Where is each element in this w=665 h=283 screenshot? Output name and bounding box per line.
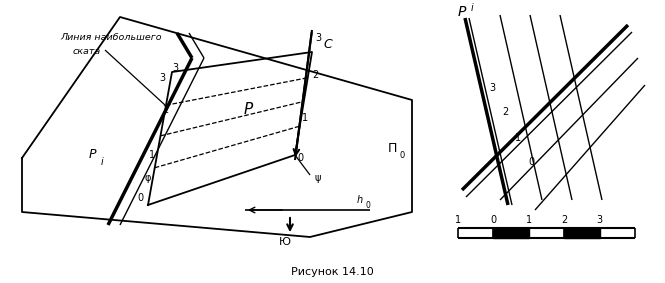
- Text: P: P: [243, 102, 253, 117]
- Text: 1: 1: [149, 150, 155, 160]
- Polygon shape: [564, 228, 600, 238]
- Text: h: h: [357, 195, 363, 205]
- Text: P: P: [458, 5, 466, 19]
- Text: Рисунок 14.10: Рисунок 14.10: [291, 267, 373, 277]
- Text: 2: 2: [561, 215, 567, 225]
- Text: C: C: [324, 38, 332, 52]
- Text: 0: 0: [297, 153, 303, 163]
- Text: ψ: ψ: [315, 173, 321, 183]
- Text: 1: 1: [302, 113, 308, 123]
- Text: 2: 2: [162, 105, 168, 115]
- Text: φ: φ: [145, 173, 151, 183]
- Text: 0: 0: [137, 193, 143, 203]
- Text: 3: 3: [315, 33, 321, 43]
- Text: 1: 1: [526, 215, 532, 225]
- Text: 2: 2: [312, 70, 318, 80]
- Text: Ю: Ю: [279, 237, 291, 247]
- Text: 0: 0: [366, 200, 370, 209]
- Text: П: П: [387, 142, 397, 155]
- Text: 3: 3: [489, 83, 495, 93]
- Text: 1: 1: [515, 133, 521, 143]
- Text: P: P: [88, 149, 96, 162]
- Text: 3: 3: [172, 63, 178, 73]
- Text: i: i: [471, 3, 473, 13]
- Text: 3: 3: [159, 73, 165, 83]
- Text: 0: 0: [400, 151, 404, 160]
- Text: Линия наибольшего: Линия наибольшего: [60, 33, 162, 42]
- Polygon shape: [493, 228, 529, 238]
- Text: 0: 0: [528, 157, 534, 167]
- Text: i: i: [100, 157, 103, 167]
- Text: ската: ската: [73, 48, 101, 57]
- Text: 2: 2: [502, 107, 508, 117]
- Text: 0: 0: [490, 215, 497, 225]
- Text: 1: 1: [455, 215, 461, 225]
- Text: 3: 3: [597, 215, 602, 225]
